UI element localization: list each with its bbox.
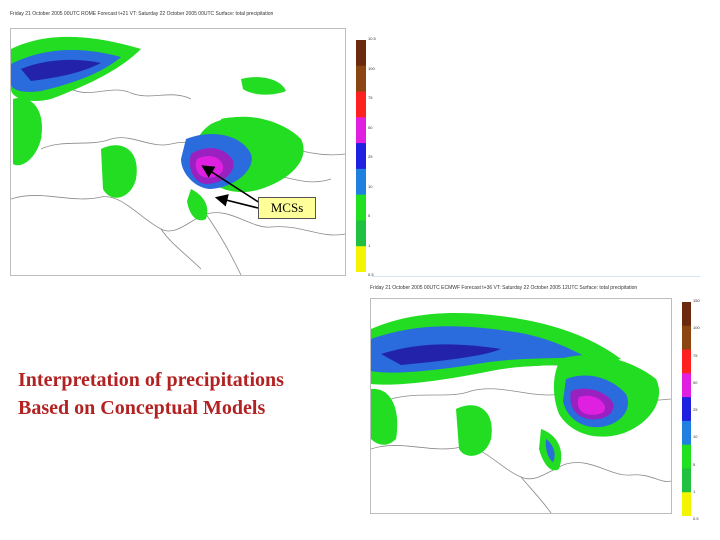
colorbar-segment xyxy=(682,492,691,517)
legend-tick-label: 0.5 xyxy=(693,516,699,521)
legend-tick-label: 25 xyxy=(368,154,373,159)
map-1-header: Friday 21 October 2005 00UTC ROME Foreca… xyxy=(10,11,274,17)
colorbar-segment xyxy=(356,117,366,144)
legend-tick-label: 5 xyxy=(693,461,696,467)
legend-tick-label: 75 xyxy=(368,95,373,100)
precipitation-map-1: Friday 21 October 2005 00UTC ROME Foreca… xyxy=(6,4,376,277)
map-2-graphic xyxy=(370,299,672,514)
legend-tick-label: 150 xyxy=(693,298,700,303)
legend-tick-label: 75 xyxy=(693,352,698,358)
colorbar-segment xyxy=(356,143,366,170)
colorbar-segment xyxy=(356,91,366,118)
legend-tick-label: 100 xyxy=(368,65,375,71)
colorbar-segment xyxy=(682,444,691,469)
map-1-colorbar xyxy=(356,40,366,273)
colorbar-segment xyxy=(682,420,691,446)
colorbar-segment xyxy=(682,349,691,374)
colorbar-segment xyxy=(682,468,691,493)
map-2-plot xyxy=(370,298,672,514)
mid-separator xyxy=(372,276,700,277)
caption-text: Interpretation of precipitations Based o… xyxy=(18,366,358,422)
precipitation-map-2: Friday 21 October 2005 00UTC ECMWF Forec… xyxy=(366,278,704,521)
colorbar-segment xyxy=(356,168,366,196)
colorbar-segment xyxy=(356,246,366,273)
legend-tick-label: 1 xyxy=(368,242,371,248)
colorbar-segment xyxy=(682,302,691,327)
colorbar-segment xyxy=(356,220,366,247)
legend-tick-label: 1 xyxy=(693,488,696,494)
legend-tick-label: 25 xyxy=(693,407,698,412)
legend-tick-label: 10.5 xyxy=(368,36,376,41)
legend-tick-label: 10 xyxy=(693,434,698,440)
mcs-callout-label: MCSs xyxy=(258,197,316,219)
map-1-colorbar-graphic xyxy=(356,40,366,273)
legend-tick-label: 50 xyxy=(368,124,373,130)
colorbar-segment xyxy=(356,194,366,221)
colorbar-segment xyxy=(356,65,366,93)
map-2-colorbar-graphic xyxy=(682,302,691,517)
legend-tick-label: 50 xyxy=(693,379,698,385)
legend-tick-label: 100 xyxy=(693,325,700,331)
colorbar-segment xyxy=(682,397,691,422)
caption-line-1: Interpretation of precipitations xyxy=(18,369,284,391)
colorbar-segment xyxy=(682,325,691,351)
caption-line-2: Based on Conceptual Models xyxy=(18,397,266,419)
legend-tick-label: 5 xyxy=(368,213,371,218)
map-1-plot xyxy=(10,28,346,276)
map-1-graphic xyxy=(10,29,346,276)
map-2-colorbar xyxy=(682,302,691,517)
colorbar-segment xyxy=(682,373,691,398)
legend-tick-label: 0.5 xyxy=(368,272,374,277)
map-2-header: Friday 21 October 2005 00UTC ECMWF Forec… xyxy=(370,285,638,291)
legend-tick-label: 10 xyxy=(368,183,373,189)
colorbar-segment xyxy=(356,40,366,67)
